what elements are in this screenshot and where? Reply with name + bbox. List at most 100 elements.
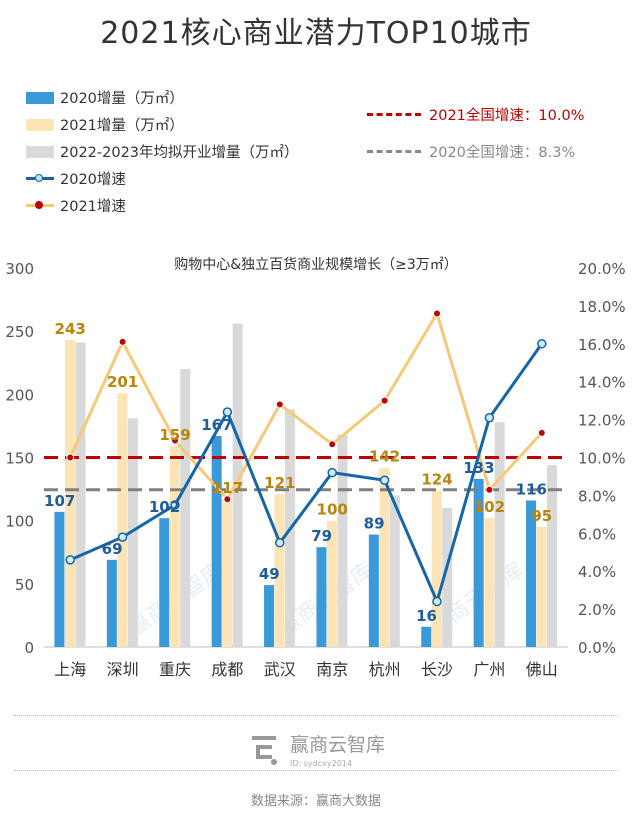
y-right-tick-label-10: 20.0% [578, 260, 626, 278]
y-left-tick-label-3: 150 [5, 450, 34, 468]
point-2020-3 [222, 407, 233, 417]
category-label-1: 深圳 [107, 660, 139, 679]
footer-divider-bottom [14, 770, 618, 771]
bar-2-5 [337, 434, 348, 647]
chart-svg: 赢商云智库赢商云智库赢商云智库0501001502002503000.0%2.0… [5, 260, 626, 679]
data-label-2021-7: 124 [421, 470, 452, 488]
legend-swatch-bar2223 [26, 145, 54, 158]
data-label-2020-3: 167 [201, 416, 232, 434]
legend-dash-ref2021 [367, 113, 421, 116]
y-left-tick-label-0: 0 [24, 639, 34, 657]
category-label-3: 成都 [211, 660, 243, 679]
category-label-4: 武汉 [264, 660, 296, 679]
y-left-tick-label-1: 50 [15, 576, 34, 594]
data-label-2021-0: 243 [55, 320, 86, 338]
legend-label-ref2021: 2021全国增速：10.0% [429, 108, 585, 124]
bar-0-2 [159, 518, 170, 647]
y-right-tick-label-0: 0.0% [578, 639, 616, 657]
legend-item-bar2020: 2020增量（万㎡） [26, 84, 299, 111]
category-label-0: 上海 [54, 660, 86, 679]
point-2020-1 [117, 532, 128, 542]
bar-0-1 [106, 559, 117, 647]
y-left-tick-label-2: 100 [5, 513, 34, 531]
y-right-tick-label-9: 18.0% [578, 298, 626, 316]
chart-subtitle: 购物中心&独立百货商业规模增长（≥3万㎡） [174, 257, 458, 273]
footer-logo: 赢商云智库 ID: sydcxy2014 [246, 730, 385, 768]
legend-item-bar2223: 2022-2023年均拟开业增量（万㎡） [26, 138, 299, 165]
category-label-7: 长沙 [421, 660, 453, 679]
data-label-2021-4: 121 [264, 474, 295, 492]
line-2021 [68, 309, 543, 502]
y-right-tick-label-7: 14.0% [578, 374, 626, 392]
y-right-tick-label-6: 12.0% [578, 412, 626, 430]
y-left-tick-label-4: 200 [5, 386, 34, 404]
data-label-2020-9: 116 [516, 480, 547, 498]
legend-label-line2020: 2020增速 [60, 172, 126, 188]
point-2021-5 [328, 440, 337, 449]
point-2021-2 [171, 436, 179, 445]
bar-0-8 [473, 478, 484, 647]
point-2021-4 [275, 400, 284, 409]
category-label-5: 南京 [316, 660, 348, 679]
point-2021-9 [537, 428, 546, 437]
brand-id: ID: sydcxy2014 [290, 759, 352, 768]
bar-2-7 [442, 508, 453, 647]
y-right-tick-label-5: 10.0% [578, 450, 626, 468]
point-2020-5 [327, 467, 337, 478]
legend-item-ref2021: 2021全国增速：10.0% [367, 96, 584, 133]
line-2020 [69, 342, 544, 606]
data-label-2021-2: 159 [159, 426, 190, 444]
bar-1-7 [431, 490, 442, 647]
legend-item-ref2020: 2020全国增速：8.3% [367, 133, 584, 170]
brand-name: 赢商云智库 [290, 734, 386, 756]
data-label-2021-6: 142 [369, 448, 400, 466]
bar-1-5 [326, 520, 337, 647]
bar-2-2 [180, 369, 191, 647]
bar-2-3 [232, 323, 243, 647]
y-left-tick-label-6: 300 [5, 260, 34, 278]
bar-1-3 [222, 499, 233, 647]
point-2021-3 [223, 495, 232, 504]
legend-symbol-line2020 [26, 173, 54, 185]
bar-0-6 [368, 534, 379, 647]
data-label-2020-2: 102 [149, 498, 180, 516]
point-2021-0 [66, 453, 75, 462]
legend-label-line2021: 2021增速 [60, 199, 126, 215]
footer-divider-top [14, 715, 618, 716]
brand-logo-icon [252, 736, 277, 765]
y-right-tick-label-4: 8.0% [578, 487, 616, 505]
category-label-8: 广州 [473, 660, 505, 679]
bar-0-7 [421, 626, 432, 647]
bar-2-6 [389, 495, 400, 647]
point-2020-7 [432, 596, 442, 607]
legend-item-bar2021: 2021增量（万㎡） [26, 111, 299, 138]
legend-label-ref2020: 2020全国增速：8.3% [429, 145, 576, 161]
legend-label-bar2021: 2021增量（万㎡） [60, 118, 184, 134]
point-2020-4 [275, 538, 285, 548]
legend-swatch-bar2021 [26, 118, 54, 131]
y-right-tick-label-3: 6.0% [578, 525, 616, 543]
bar-2-0 [75, 342, 86, 647]
bar-2-8 [494, 422, 505, 647]
point-2020-2 [170, 500, 180, 510]
bar-2-9 [547, 465, 558, 647]
legend-item-line2021: 2021增速 [26, 192, 299, 219]
bar-1-6 [379, 467, 390, 647]
legend: 2020增量（万㎡） 2021增量（万㎡） 2022-2023年均拟开业增量（万… [26, 84, 299, 219]
data-label-2020-1: 69 [102, 540, 123, 558]
bar-2-1 [127, 418, 138, 647]
point-2020-8 [484, 412, 495, 423]
data-label-2021-9: 95 [531, 507, 552, 525]
legend-label-bar2020: 2020增量（万㎡） [60, 91, 184, 107]
data-source: 数据来源：赢商大数据 [250, 794, 381, 809]
point-2021-8 [485, 485, 494, 494]
bar-0-5 [316, 547, 327, 647]
data-label-2021-8: 102 [474, 498, 505, 516]
bar-0-0 [54, 511, 65, 647]
point-2021-6 [380, 396, 389, 405]
y-right-tick-label-8: 16.0% [578, 336, 626, 354]
data-label-2020-5: 79 [311, 527, 332, 545]
chart-title: 2021核心商业潜力TOP10城市 [100, 16, 532, 51]
data-label-2021-3: 117 [212, 479, 243, 497]
point-2021-7 [433, 309, 441, 318]
